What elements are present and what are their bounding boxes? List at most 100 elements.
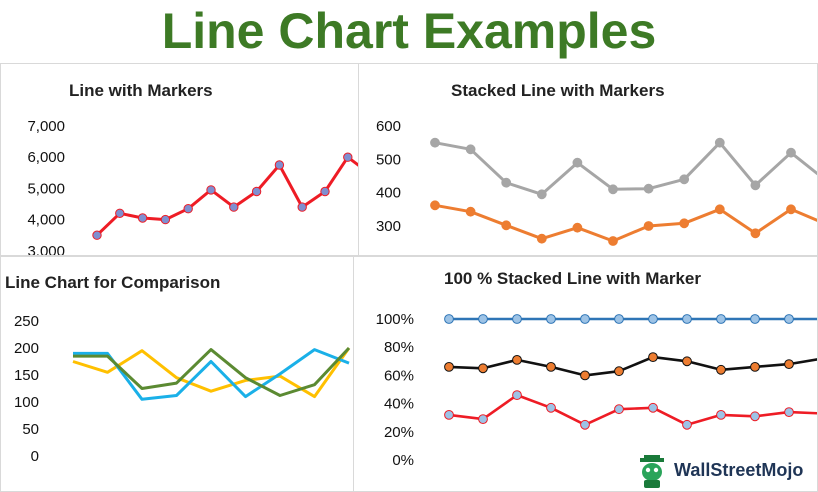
y-tick-label: 0%: [392, 452, 414, 469]
data-point: [572, 222, 583, 233]
data-point: [608, 184, 618, 195]
chart-line-with-markers: Line with Markers 7,000 6,000 5,000 4,000 3,…: [0, 63, 360, 256]
data-point: [465, 206, 476, 217]
y-tick-label: 3,000: [27, 243, 65, 256]
data-point: [714, 137, 725, 148]
series-line-1: [434, 141, 817, 196]
data-point: [478, 314, 488, 324]
data-point: [137, 213, 148, 223]
data-point: [643, 221, 654, 231]
data-point: [784, 359, 794, 369]
data-point: [750, 362, 760, 372]
data-point: [444, 314, 454, 324]
data-point: [784, 314, 794, 324]
y-tick-label: 20%: [384, 424, 414, 441]
data-point: [716, 364, 726, 375]
data-point: [274, 160, 285, 170]
y-tick-label: 80%: [384, 339, 414, 356]
data-point: [444, 410, 454, 420]
series-line-3: [448, 393, 817, 427]
series-line-2: [448, 355, 817, 377]
data-point: [546, 402, 556, 413]
chart-line-comparison: Line Chart for Comparison 250 200 150 100 50…: [0, 256, 355, 492]
y-tick-label: 60%: [384, 367, 414, 384]
data-point: [648, 402, 658, 413]
y-tick-label: 250: [14, 313, 39, 330]
data-point: [206, 185, 216, 195]
chart-title: Line with Markers: [69, 81, 213, 100]
data-point: [183, 204, 193, 214]
y-tick-label: 40%: [384, 396, 414, 413]
data-point: [682, 419, 692, 430]
data-point: [682, 356, 692, 367]
data-point: [430, 137, 440, 148]
data-point: [614, 366, 624, 377]
data-point: [465, 144, 476, 155]
series-line-2: [434, 203, 817, 243]
data-point: [750, 180, 761, 191]
data-point: [786, 147, 796, 158]
y-tick-label: 500: [376, 151, 401, 168]
data-point: [229, 202, 239, 212]
data-point: [478, 363, 488, 374]
data-point: [160, 214, 171, 225]
data-point: [716, 314, 726, 324]
data-point: [320, 186, 330, 197]
data-point: [608, 236, 618, 246]
data-point: [92, 230, 102, 240]
data-point: [580, 419, 590, 430]
brand-name: WallStreetMojo: [674, 460, 804, 480]
data-point: [716, 410, 726, 420]
data-point: [478, 414, 488, 425]
chart-title: Stacked Line with Markers: [451, 81, 665, 100]
data-point: [430, 200, 440, 211]
y-tick-label: 400: [376, 185, 401, 202]
data-point: [580, 370, 590, 381]
data-point: [648, 314, 658, 324]
chart-stacked-line-with-markers: Stacked Line with Markers 600 500 400 300: [358, 63, 818, 256]
y-tick-label: 7,000: [27, 118, 65, 135]
data-point: [297, 202, 307, 212]
y-tick-label: 0: [31, 448, 39, 465]
data-point: [580, 314, 590, 324]
chart-title: Line Chart for Comparison: [5, 273, 221, 292]
data-point: [714, 204, 725, 215]
data-point: [679, 174, 690, 185]
data-point: [512, 355, 522, 365]
data-point: [536, 233, 547, 244]
chart-100-stacked-line-with-marker: 100 % Stacked Line with Marker 100% 80% 60…: [353, 256, 818, 492]
data-point: [546, 362, 556, 372]
y-tick-label: 5,000: [27, 180, 65, 197]
data-point: [512, 314, 522, 324]
data-point: [536, 189, 547, 200]
y-tick-label: 4,000: [27, 212, 65, 229]
data-point: [648, 352, 658, 362]
mojo-logo-icon: [640, 455, 664, 488]
data-point: [750, 314, 760, 324]
data-point: [679, 218, 690, 229]
chart-plot: 250 200 150 100 50 0: [14, 313, 351, 465]
data-point: [343, 152, 353, 162]
data-point: [750, 228, 761, 239]
y-tick-label: 6,000: [27, 149, 65, 166]
data-point: [444, 362, 454, 372]
chart-title: 100 % Stacked Line with Marker: [444, 269, 701, 288]
data-point: [251, 186, 262, 197]
data-point: [786, 204, 796, 215]
y-tick-label: 600: [376, 118, 401, 135]
data-point: [784, 407, 794, 418]
series-line-1: [95, 155, 359, 237]
data-point: [682, 314, 692, 324]
data-point: [115, 208, 125, 219]
y-tick-label: 200: [14, 340, 39, 357]
data-point: [512, 390, 522, 401]
data-point: [501, 220, 512, 231]
y-tick-label: 100: [14, 394, 39, 411]
data-point: [614, 314, 624, 324]
page-title: Line Chart Examples: [161, 3, 657, 59]
y-tick-label: 150: [14, 367, 39, 384]
data-point: [546, 314, 556, 324]
data-point: [643, 183, 654, 194]
chart-plot: 100% 80% 60% 40% 20% 0%: [376, 311, 817, 469]
